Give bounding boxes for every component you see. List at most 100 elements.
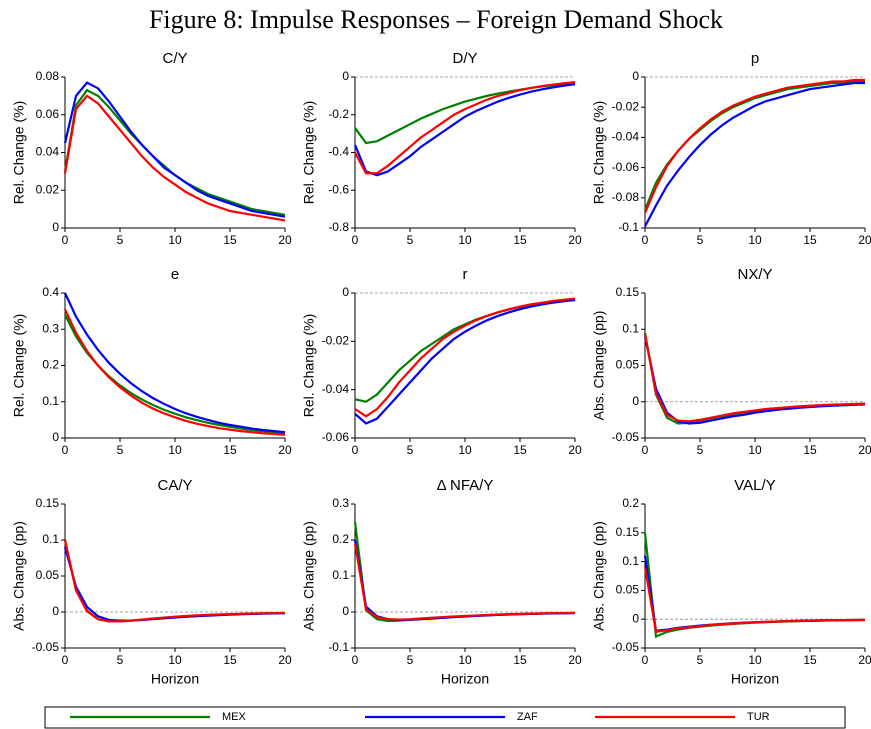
x-tick-label: 20 — [568, 233, 582, 247]
x-tick-label: 15 — [513, 443, 527, 457]
y-axis-label: Abs. Change (pp) — [591, 311, 607, 421]
series-line: MEX — [63, 539, 286, 623]
x-tick-label: 10 — [748, 443, 762, 457]
y-tick-label: 0.4 — [42, 285, 59, 299]
subplot-title: r — [463, 266, 468, 283]
series-line: ZAF — [643, 336, 866, 425]
x-tick-label: 0 — [642, 653, 649, 667]
y-tick-label: 0.05 — [616, 358, 640, 372]
series-line: ZAF — [63, 81, 286, 218]
series-line: MEX — [643, 80, 865, 211]
y-tick-label: -0.04 — [612, 130, 640, 144]
y-tick-label: 0 — [632, 394, 639, 408]
series-line: TUR — [643, 334, 866, 423]
series-line: MEX — [354, 82, 576, 145]
x-tick-label: 20 — [568, 443, 582, 457]
y-tick-label: -0.06 — [322, 430, 350, 444]
y-tick-label: -0.2 — [328, 107, 349, 121]
subplot-title: p — [751, 50, 759, 67]
x-tick-label: 20 — [568, 653, 582, 667]
x-tick-label: 10 — [458, 653, 472, 667]
series-line: TUR — [643, 78, 865, 214]
x-tick-label: 5 — [117, 443, 124, 457]
subplot-title: NX/Y — [737, 266, 772, 283]
y-tick-label: -0.05 — [32, 640, 60, 654]
y-tick-label: 0.05 — [616, 583, 640, 597]
subplot-title: D/Y — [452, 50, 477, 67]
figure-title: Figure 8: Impulse Responses – Foreign De… — [149, 5, 723, 34]
y-tick-label: 0 — [632, 611, 639, 625]
x-tick-label: 10 — [748, 233, 762, 247]
subplot-title: CA/Y — [157, 477, 192, 494]
series-line: ZAF — [64, 292, 286, 434]
y-tick-label: 0.15 — [616, 525, 640, 539]
x-tick-label: 15 — [803, 653, 817, 667]
series-line: ZAF — [353, 83, 576, 177]
y-tick-label: -0.08 — [612, 190, 640, 204]
x-tick-label: 15 — [803, 233, 817, 247]
x-tick-label: 10 — [168, 653, 182, 667]
y-tick-label: 0.08 — [36, 69, 60, 83]
y-tick-label: 0 — [342, 285, 349, 299]
x-tick-label: 5 — [407, 653, 414, 667]
x-tick-label: 0 — [62, 653, 69, 667]
series-line: MEX — [353, 521, 576, 623]
y-tick-label: 0 — [632, 69, 639, 83]
x-axis-label: Horizon — [151, 671, 199, 687]
y-tick-label: 0.1 — [42, 532, 59, 546]
y-tick-label: 0.1 — [622, 554, 639, 568]
x-tick-label: 20 — [278, 233, 292, 247]
y-tick-label: 0.15 — [36, 496, 60, 510]
x-axis-label: Horizon — [441, 671, 489, 687]
subplot-title: Δ NFA/Y — [437, 477, 494, 494]
series-line: ZAF — [353, 539, 576, 622]
y-tick-label: 0.1 — [332, 568, 349, 582]
y-tick-label: 0 — [52, 430, 59, 444]
x-tick-label: 20 — [858, 233, 871, 247]
subplot-title: VAL/Y — [734, 477, 775, 494]
y-tick-label: 0.3 — [42, 321, 59, 335]
x-axis-label: Horizon — [731, 671, 779, 687]
y-tick-label: -0.02 — [322, 334, 350, 348]
y-axis-label: Rel. Change (%) — [301, 314, 317, 418]
x-tick-label: 0 — [62, 443, 69, 457]
legend-label: TUR — [747, 711, 770, 723]
x-tick-label: 15 — [223, 233, 237, 247]
y-tick-label: 0.02 — [36, 182, 60, 196]
y-tick-label: 0.3 — [332, 496, 349, 510]
y-tick-label: 0 — [342, 69, 349, 83]
x-tick-label: 0 — [352, 443, 359, 457]
legend-box — [44, 706, 846, 729]
y-tick-label: 0.2 — [42, 358, 59, 372]
series-line: ZAF — [644, 81, 865, 227]
legend-label: MEX — [222, 711, 247, 723]
y-tick-label: -0.4 — [328, 145, 349, 159]
x-tick-label: 10 — [458, 443, 472, 457]
x-tick-label: 5 — [697, 443, 704, 457]
y-tick-label: 0 — [52, 220, 59, 234]
y-axis-label: Rel. Change (%) — [591, 101, 607, 205]
y-tick-label: -0.06 — [612, 160, 640, 174]
x-tick-label: 0 — [352, 233, 359, 247]
y-axis-label: Abs. Change (pp) — [11, 521, 27, 631]
y-tick-label: 0.2 — [622, 496, 639, 510]
y-tick-label: -0.05 — [612, 430, 640, 444]
legend-label: ZAF — [517, 711, 538, 723]
y-tick-label: 0.04 — [36, 145, 60, 159]
subplot-title: C/Y — [162, 50, 187, 67]
x-tick-label: 5 — [407, 233, 414, 247]
x-tick-label: 0 — [352, 653, 359, 667]
x-tick-label: 0 — [642, 443, 649, 457]
series-line: TUR — [643, 567, 866, 634]
y-axis-label: Rel. Change (%) — [301, 101, 317, 205]
y-tick-label: -0.05 — [612, 640, 640, 654]
x-tick-label: 20 — [278, 653, 292, 667]
x-tick-label: 10 — [168, 443, 182, 457]
y-axis-label: Abs. Change (pp) — [301, 521, 317, 631]
x-tick-label: 10 — [168, 233, 182, 247]
y-tick-label: -0.02 — [612, 99, 640, 113]
y-axis-label: Rel. Change (%) — [11, 314, 27, 418]
x-tick-label: 5 — [117, 653, 124, 667]
y-tick-label: 0.15 — [616, 285, 640, 299]
